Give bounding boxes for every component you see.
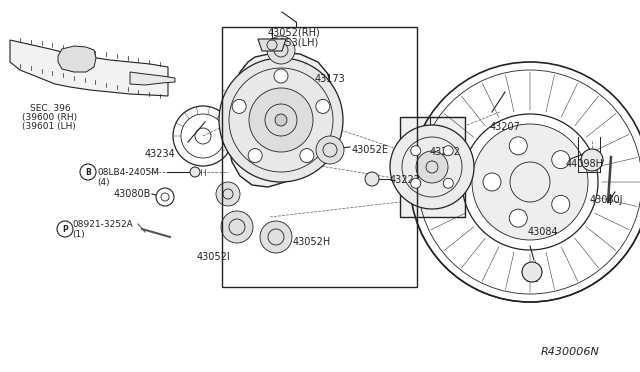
Text: B: B bbox=[85, 167, 91, 176]
Text: 43053(LH): 43053(LH) bbox=[268, 37, 319, 47]
Circle shape bbox=[411, 178, 420, 188]
Text: (39601 (LH): (39601 (LH) bbox=[22, 122, 76, 131]
Circle shape bbox=[444, 178, 453, 188]
Circle shape bbox=[365, 172, 379, 186]
Circle shape bbox=[216, 182, 240, 206]
Polygon shape bbox=[228, 52, 332, 187]
Text: 43052(RH): 43052(RH) bbox=[268, 27, 321, 37]
Circle shape bbox=[219, 58, 343, 182]
Text: 43052E: 43052E bbox=[352, 145, 389, 155]
Text: 43173: 43173 bbox=[315, 74, 346, 84]
Circle shape bbox=[316, 99, 330, 113]
Text: (1): (1) bbox=[72, 230, 84, 238]
Circle shape bbox=[249, 88, 313, 152]
Text: (4): (4) bbox=[97, 177, 109, 186]
Text: 44098H: 44098H bbox=[566, 159, 604, 169]
Circle shape bbox=[300, 148, 314, 163]
Text: 43052H: 43052H bbox=[293, 237, 332, 247]
Text: R430006N: R430006N bbox=[541, 347, 600, 357]
Circle shape bbox=[444, 146, 453, 156]
Circle shape bbox=[411, 146, 420, 156]
Text: P: P bbox=[62, 224, 68, 234]
Circle shape bbox=[581, 149, 603, 171]
Text: 43202: 43202 bbox=[430, 147, 461, 157]
Text: 43207: 43207 bbox=[490, 122, 521, 132]
Polygon shape bbox=[130, 72, 175, 85]
Text: 43084: 43084 bbox=[528, 227, 559, 237]
Circle shape bbox=[316, 136, 344, 164]
Circle shape bbox=[522, 262, 542, 282]
Text: 08LB4-2405M: 08LB4-2405M bbox=[97, 167, 159, 176]
Circle shape bbox=[483, 173, 501, 191]
Circle shape bbox=[472, 124, 588, 240]
Circle shape bbox=[509, 209, 527, 227]
Circle shape bbox=[274, 69, 288, 83]
Circle shape bbox=[232, 99, 246, 113]
Text: 43222: 43222 bbox=[390, 175, 421, 185]
Polygon shape bbox=[10, 40, 168, 96]
Polygon shape bbox=[58, 46, 96, 72]
Circle shape bbox=[509, 137, 527, 155]
Circle shape bbox=[221, 211, 253, 243]
Circle shape bbox=[260, 221, 292, 253]
Circle shape bbox=[190, 167, 200, 177]
Circle shape bbox=[552, 151, 570, 169]
Polygon shape bbox=[258, 39, 286, 51]
Text: 43080J: 43080J bbox=[590, 195, 623, 205]
Text: 08921-3252A: 08921-3252A bbox=[72, 219, 132, 228]
Circle shape bbox=[416, 151, 448, 183]
Circle shape bbox=[248, 148, 262, 163]
Circle shape bbox=[552, 195, 570, 213]
Text: SEC. 396: SEC. 396 bbox=[30, 103, 70, 112]
Circle shape bbox=[156, 188, 174, 206]
Text: 43052I: 43052I bbox=[197, 252, 231, 262]
Text: 43080B: 43080B bbox=[114, 189, 152, 199]
Bar bbox=[400, 117, 465, 217]
Text: (39600 (RH): (39600 (RH) bbox=[22, 112, 77, 122]
Circle shape bbox=[267, 36, 295, 64]
Bar bbox=[222, 27, 417, 287]
Circle shape bbox=[275, 114, 287, 126]
Circle shape bbox=[390, 125, 474, 209]
Text: 43234: 43234 bbox=[145, 149, 176, 159]
